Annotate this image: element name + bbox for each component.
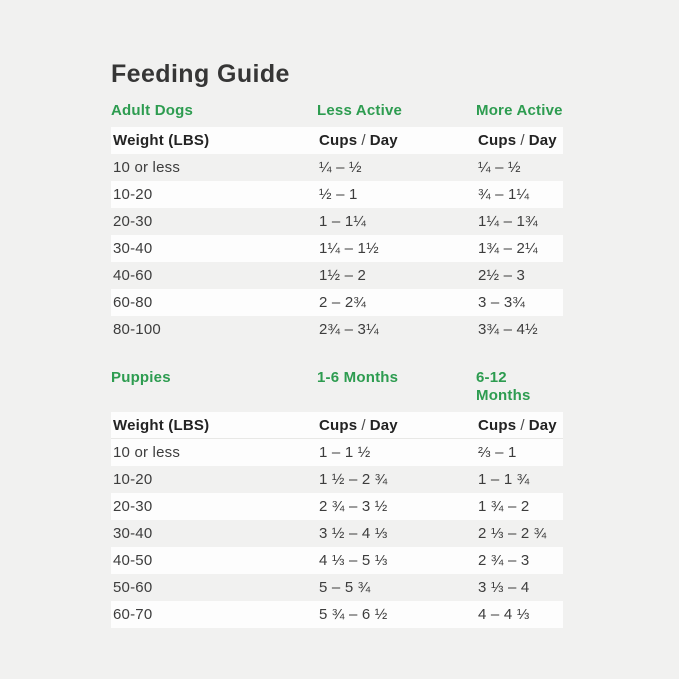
feeding-guide-page: Feeding Guide Adult Dogs Less Active Mor… xyxy=(111,60,563,628)
cups-label: Cups xyxy=(478,416,517,434)
adult-table-header-row: Weight (LBS) Cups / Day Cups / Day xyxy=(111,127,563,154)
table-row: 20-30 2 ¾ – 3 ½ 1 ¾ – 2 xyxy=(111,493,563,520)
more-active-cell: 1¾ – 2¼ xyxy=(478,240,538,257)
adult-dogs-section: Adult Dogs Less Active More Active Weigh… xyxy=(111,102,563,343)
weight-cell: 10-20 xyxy=(113,186,153,203)
column-label-1-6-months: 1-6 Months xyxy=(317,369,399,386)
months-6-12-cell: 1 – 1 ¾ xyxy=(478,471,530,488)
more-active-cell: ¼ – ½ xyxy=(478,159,521,176)
less-active-cell: 1¼ – 1½ xyxy=(319,240,379,257)
table-row: 80-100 2¾ – 3¼ 3¾ – 4½ xyxy=(111,316,563,343)
months-6-12-cell: 3 ⅓ – 4 xyxy=(478,579,530,596)
months-6-12-cell: 4 – 4 ⅓ xyxy=(478,606,530,623)
months-6-12-cell: ⅔ – 1 xyxy=(478,444,517,461)
more-active-cell: 2½ – 3 xyxy=(478,267,526,284)
table-row: 30-40 1¼ – 1½ 1¾ – 2¼ xyxy=(111,235,563,262)
more-active-cell: ¾ – 1¼ xyxy=(478,186,530,203)
puppies-section: Puppies 1-6 Months 6-12 Months Weight (L… xyxy=(111,369,563,628)
less-active-cell: 2¾ – 3¼ xyxy=(319,321,379,338)
months-1-6-cell: 1 ½ – 2 ¾ xyxy=(319,471,388,488)
column-label-more-active: More Active xyxy=(476,102,563,119)
weight-cell: 60-70 xyxy=(113,606,153,623)
table-row: 50-60 5 – 5 ¾ 3 ⅓ – 4 xyxy=(111,574,563,601)
months-1-6-cell: 3 ½ – 4 ⅓ xyxy=(319,525,388,542)
less-active-cell: ¼ – ½ xyxy=(319,159,362,176)
more-active-cell: 3 – 3¾ xyxy=(478,294,526,311)
slash-separator: / xyxy=(520,416,525,434)
weight-cell: 40-50 xyxy=(113,552,153,569)
more-active-cell: 3¾ – 4½ xyxy=(478,321,538,338)
weight-cell: 10 or less xyxy=(113,159,181,176)
slash-separator: / xyxy=(520,132,525,149)
weight-cell: 10 or less xyxy=(113,444,181,461)
months-1-6-cell: 4 ⅓ – 5 ⅓ xyxy=(319,552,388,569)
less-active-cell: 1½ – 2 xyxy=(319,267,367,284)
weight-cell: 20-30 xyxy=(113,498,153,515)
weight-column-header: Weight (LBS) xyxy=(113,416,210,434)
months-1-6-cell: 5 ¾ – 6 ½ xyxy=(319,606,388,623)
months-6-12-cell: 2 ⅓ – 2 ¾ xyxy=(478,525,547,542)
cups-per-day-header-less-active: Cups / Day xyxy=(317,132,476,149)
column-label-less-active: Less Active xyxy=(317,102,403,119)
puppies-table-header-row: Weight (LBS) Cups / Day Cups / Day xyxy=(111,412,563,439)
cups-per-day-header-more-active: Cups / Day xyxy=(476,132,563,149)
cups-label: Cups xyxy=(319,132,358,149)
months-6-12-cell: 2 ¾ – 3 xyxy=(478,552,530,569)
cups-label: Cups xyxy=(319,416,358,434)
cups-label: Cups xyxy=(478,132,517,149)
table-row: 20-30 1 – 1¼ 1¼ – 1¾ xyxy=(111,208,563,235)
table-row: 30-40 3 ½ – 4 ⅓ 2 ⅓ – 2 ¾ xyxy=(111,520,563,547)
weight-cell: 50-60 xyxy=(113,579,153,596)
weight-cell: 60-80 xyxy=(113,294,153,311)
weight-cell: 20-30 xyxy=(113,213,153,230)
column-label-6-12-months: 6-12 Months xyxy=(476,369,531,404)
months-1-6-cell: 1 – 1 ½ xyxy=(319,444,371,461)
day-label: Day xyxy=(528,416,557,434)
table-row: 60-70 5 ¾ – 6 ½ 4 – 4 ⅓ xyxy=(111,601,563,628)
less-active-cell: 2 – 2¾ xyxy=(319,294,367,311)
section-label-adult-dogs: Adult Dogs xyxy=(111,102,193,119)
weight-cell: 30-40 xyxy=(113,240,153,257)
table-row: 10-20 1 ½ – 2 ¾ 1 – 1 ¾ xyxy=(111,466,563,493)
day-label: Day xyxy=(369,132,398,149)
day-label: Day xyxy=(369,416,398,434)
weight-cell: 40-60 xyxy=(113,267,153,284)
more-active-cell: 1¼ – 1¾ xyxy=(478,213,538,230)
day-label: Day xyxy=(528,132,557,149)
months-1-6-cell: 5 – 5 ¾ xyxy=(319,579,371,596)
puppies-section-header: Puppies 1-6 Months 6-12 Months xyxy=(111,369,563,405)
table-row: 40-50 4 ⅓ – 5 ⅓ 2 ¾ – 3 xyxy=(111,547,563,574)
page-title: Feeding Guide xyxy=(111,60,290,88)
weight-cell: 10-20 xyxy=(113,471,153,488)
slash-separator: / xyxy=(361,132,366,149)
months-6-12-cell: 1 ¾ – 2 xyxy=(478,498,530,515)
table-row: 10 or less ¼ – ½ ¼ – ½ xyxy=(111,154,563,181)
table-row: 40-60 1½ – 2 2½ – 3 xyxy=(111,262,563,289)
table-row: 60-80 2 – 2¾ 3 – 3¾ xyxy=(111,289,563,316)
weight-cell: 80-100 xyxy=(113,321,161,338)
table-row: 10 or less 1 – 1 ½ ⅔ – 1 xyxy=(111,439,563,466)
less-active-cell: 1 – 1¼ xyxy=(319,213,367,230)
slash-separator: / xyxy=(361,416,366,434)
weight-cell: 30-40 xyxy=(113,525,153,542)
table-row: 10-20 ½ – 1 ¾ – 1¼ xyxy=(111,181,563,208)
puppies-table-body: 10 or less 1 – 1 ½ ⅔ – 1 10-20 1 ½ – 2 ¾… xyxy=(111,439,563,628)
weight-column-header: Weight (LBS) xyxy=(113,132,210,149)
adult-section-header: Adult Dogs Less Active More Active xyxy=(111,102,563,120)
adult-table-body: 10 or less ¼ – ½ ¼ – ½ 10-20 ½ – 1 ¾ – 1… xyxy=(111,154,563,343)
cups-per-day-header-1-6-months: Cups / Day xyxy=(317,417,476,434)
cups-per-day-header-6-12-months: Cups / Day xyxy=(476,417,563,434)
section-label-puppies: Puppies xyxy=(111,369,171,386)
months-1-6-cell: 2 ¾ – 3 ½ xyxy=(319,498,388,515)
less-active-cell: ½ – 1 xyxy=(319,186,358,203)
